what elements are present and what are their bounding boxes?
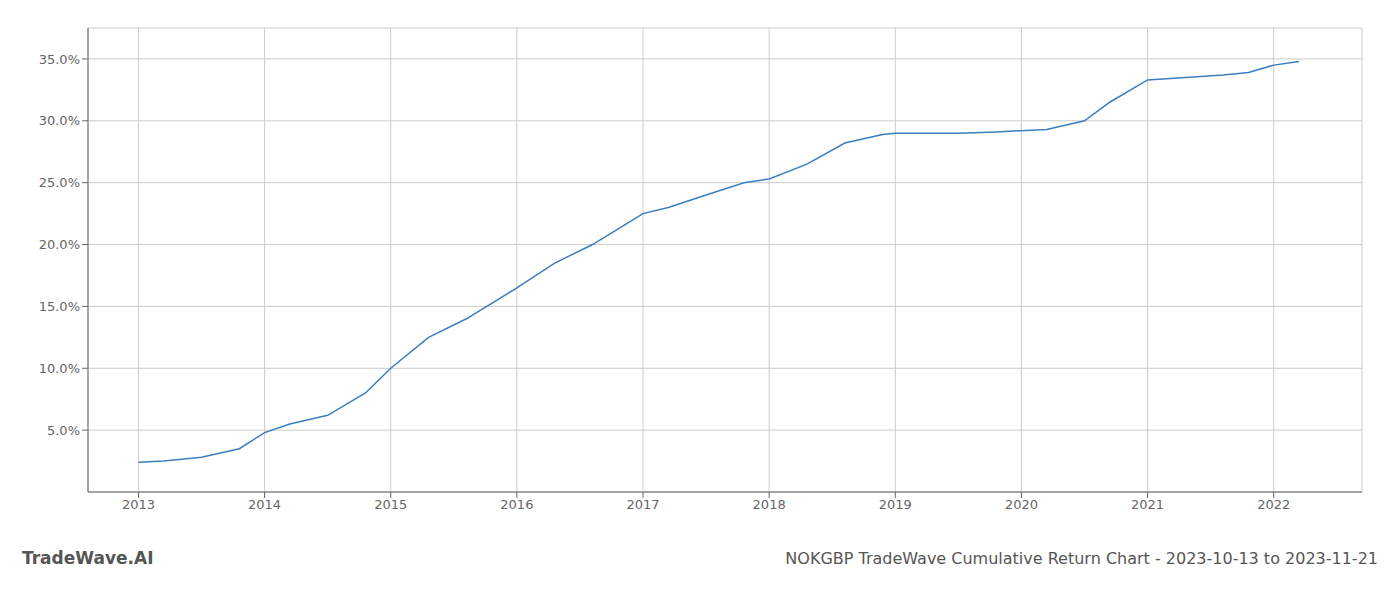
svg-text:2020: 2020 (1005, 497, 1038, 512)
svg-text:25.0%: 25.0% (39, 175, 80, 190)
svg-text:2014: 2014 (248, 497, 281, 512)
svg-text:2018: 2018 (753, 497, 786, 512)
svg-text:20.0%: 20.0% (39, 237, 80, 252)
svg-text:2019: 2019 (879, 497, 912, 512)
svg-text:15.0%: 15.0% (39, 299, 80, 314)
html-text:NOKGBP TradeWave Cumulative Re: NOKGBP TradeWave Cumulative Return Chart… (785, 549, 1378, 568)
svg-text:2015: 2015 (374, 497, 407, 512)
html-text:TradeWave.AI: TradeWave.AI (22, 548, 154, 568)
svg-text:2022: 2022 (1257, 497, 1290, 512)
svg-text:2013: 2013 (122, 497, 155, 512)
svg-text:2016: 2016 (500, 497, 533, 512)
svg-text:2017: 2017 (626, 497, 659, 512)
svg-text:10.0%: 10.0% (39, 361, 80, 376)
svg-text:5.0%: 5.0% (47, 423, 80, 438)
svg-text:2021: 2021 (1131, 497, 1164, 512)
svg-text:30.0%: 30.0% (39, 113, 80, 128)
svg-text:35.0%: 35.0% (39, 52, 80, 67)
